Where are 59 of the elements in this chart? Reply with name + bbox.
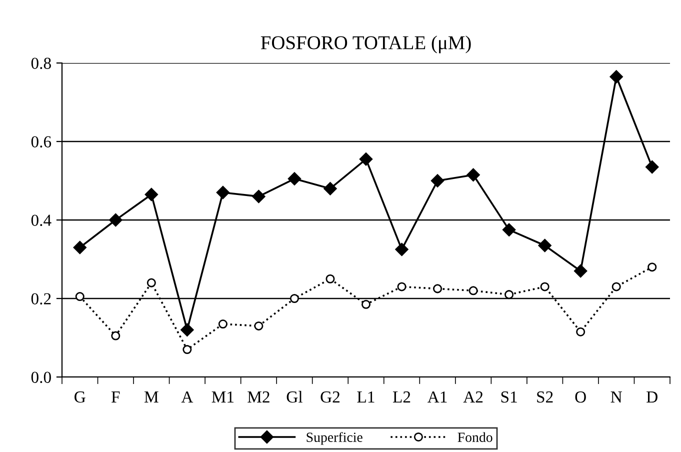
point xyxy=(646,160,659,174)
point xyxy=(359,152,373,166)
point xyxy=(395,242,408,256)
point xyxy=(502,223,516,236)
point xyxy=(144,188,158,202)
point xyxy=(612,282,621,292)
point xyxy=(109,213,122,227)
x-tick-label: G xyxy=(74,391,86,403)
point xyxy=(538,238,552,252)
point xyxy=(288,172,302,186)
chart-title: FOSFORO TOTALE (μM) xyxy=(260,36,471,54)
point xyxy=(182,345,192,354)
y-tick-label: 0.4 xyxy=(31,214,52,226)
x-tick-label: L2 xyxy=(392,391,410,402)
y-tick-label: 0.8 xyxy=(31,58,51,70)
point xyxy=(254,321,264,330)
x-tick-label: N xyxy=(610,392,622,402)
point xyxy=(75,292,84,302)
point xyxy=(397,282,406,292)
point xyxy=(252,190,266,204)
point xyxy=(540,282,550,292)
legend-label: Fondo xyxy=(458,432,492,442)
point xyxy=(361,300,371,309)
point xyxy=(574,264,588,278)
point xyxy=(468,286,478,296)
x-tick-label: M2 xyxy=(248,391,270,402)
point xyxy=(430,174,444,188)
x-tick-label: A xyxy=(181,391,194,402)
point xyxy=(73,240,86,254)
point xyxy=(218,320,228,329)
point xyxy=(111,331,120,340)
x-tick-label: A1 xyxy=(428,391,447,402)
point xyxy=(576,327,586,336)
y-tick-label: 0.2 xyxy=(31,293,51,305)
point xyxy=(648,262,657,272)
point xyxy=(180,323,194,336)
y-tick-label: 0.6 xyxy=(31,136,52,148)
point xyxy=(433,284,442,294)
point xyxy=(466,168,480,182)
x-tick-label: O xyxy=(575,391,586,403)
x-tick-label: M1 xyxy=(212,391,234,402)
legend-label: Superficie xyxy=(306,432,362,445)
point xyxy=(610,70,623,84)
x-tick-label: G2 xyxy=(320,391,340,403)
point xyxy=(216,186,230,200)
point xyxy=(290,294,299,304)
point xyxy=(324,182,337,196)
point xyxy=(504,290,514,300)
x-tick-label: S1 xyxy=(501,391,517,403)
x-tick-label: A2 xyxy=(463,391,483,402)
x-tick-label: M xyxy=(144,392,158,402)
y-tick-label: 0.0 xyxy=(31,372,51,384)
x-tick-label: Gl xyxy=(286,390,302,403)
x-tick-label: F xyxy=(111,392,120,402)
x-tick-label: L1 xyxy=(357,391,374,402)
x-tick-label: D xyxy=(646,392,658,402)
x-tick-label: S2 xyxy=(537,391,553,403)
point xyxy=(146,278,156,288)
point xyxy=(326,274,335,284)
